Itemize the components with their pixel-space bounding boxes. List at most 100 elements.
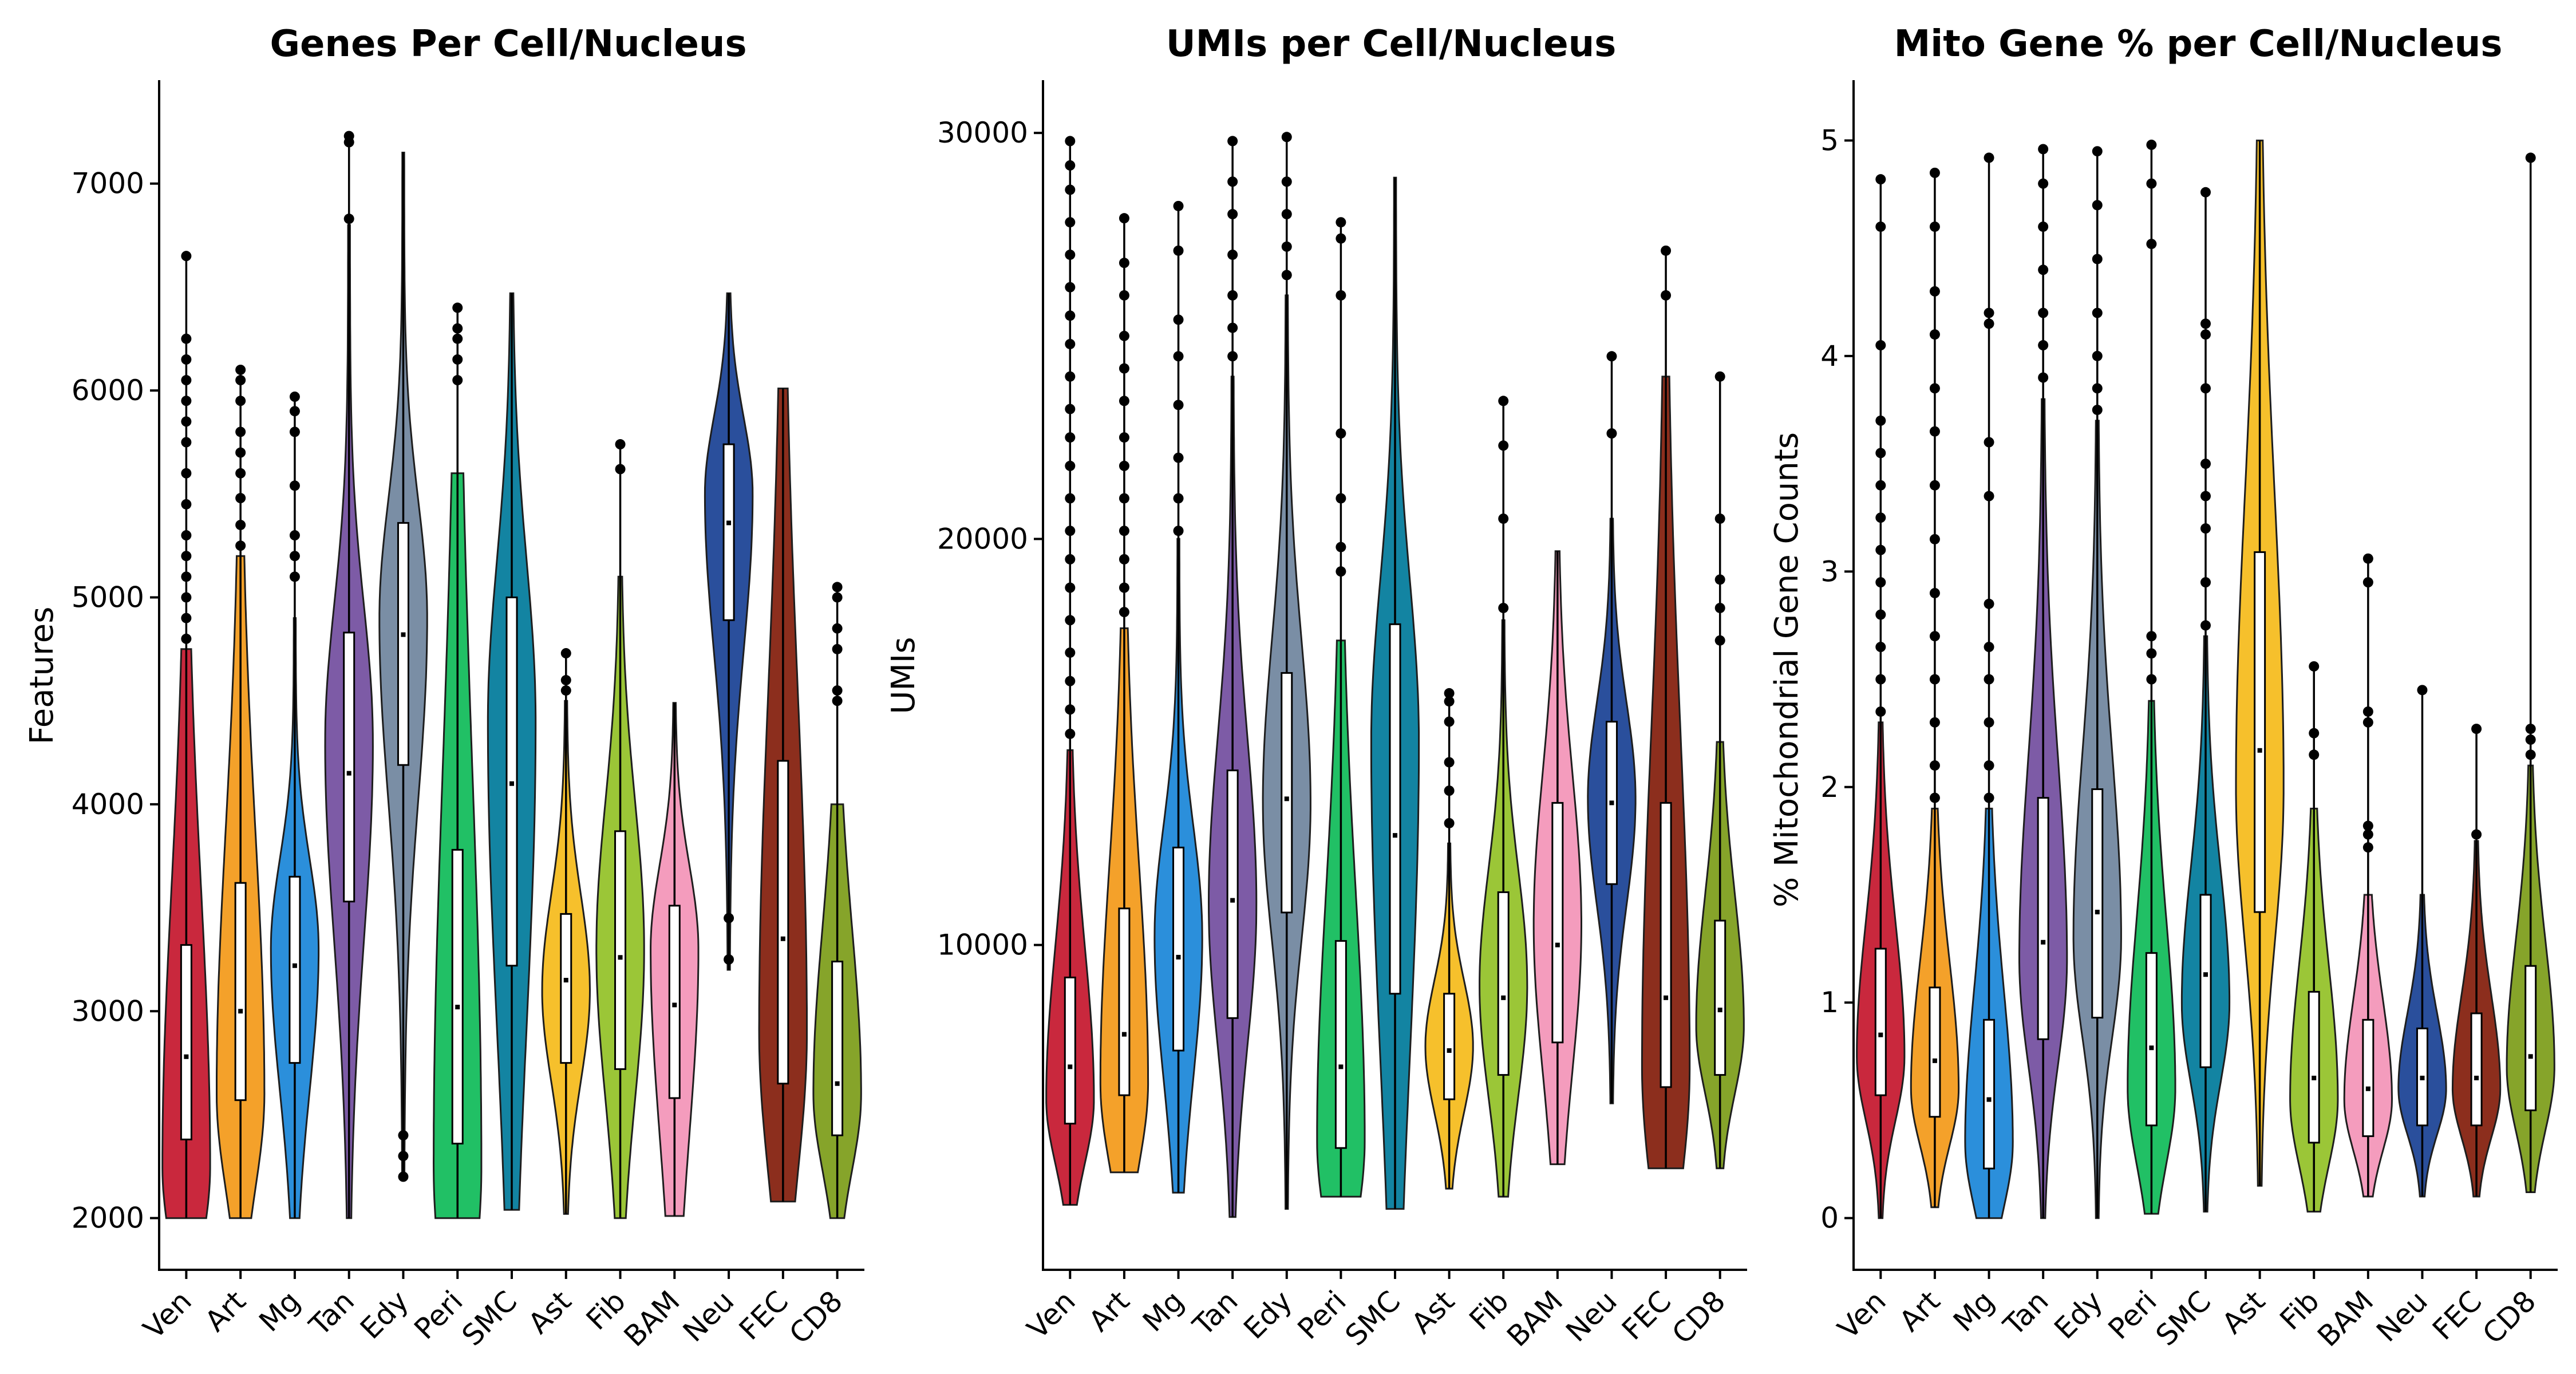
outlier-point-genes <box>181 375 192 386</box>
outlier-point-mito <box>2038 144 2049 155</box>
median-mark-mito <box>2095 910 2100 915</box>
y-tick-label-mito: 0 <box>1820 1202 1839 1235</box>
x-tick-label-genes: Peri <box>408 1284 469 1345</box>
outlier-point-genes <box>235 364 246 375</box>
outlier-point-mito <box>1929 631 1940 642</box>
outlier-point-genes <box>832 592 843 603</box>
x-tick-label-mito: Neu <box>2370 1284 2434 1348</box>
x-tick-label-umis: Edy <box>1238 1284 1299 1345</box>
median-mark-umis <box>1664 995 1669 1000</box>
outlier-point-genes <box>235 375 246 386</box>
median-mark-genes <box>184 1054 189 1059</box>
median-mark-genes <box>780 936 785 941</box>
outlier-point-mito <box>2092 307 2103 318</box>
outlier-point-mito <box>1929 717 1940 728</box>
outlier-point-umis <box>1173 200 1184 211</box>
outlier-point-mito <box>2146 648 2157 659</box>
outlier-point-genes <box>289 571 300 582</box>
median-mark-umis <box>1284 796 1289 802</box>
y-tick-label-umis: 30000 <box>937 116 1028 149</box>
outlier-point-umis <box>1173 351 1184 362</box>
x-tick-label-mito: Peri <box>2102 1284 2163 1345</box>
box-umis <box>1118 907 1131 1096</box>
outlier-point-mito <box>1984 674 1994 685</box>
outlier-point-genes <box>181 571 192 582</box>
outlier-point-mito <box>2525 724 2536 735</box>
x-tick-label-genes: Ast <box>522 1284 578 1340</box>
x-tick-label-umis: FEC <box>1615 1284 1677 1346</box>
y-axis-title-genes: Features <box>23 607 61 745</box>
outlier-point-genes <box>615 439 626 450</box>
outlier-point-genes <box>289 391 300 402</box>
outlier-point-genes <box>724 954 734 965</box>
outlier-point-mito <box>2092 350 2103 361</box>
outlier-point-mito <box>1875 544 1886 555</box>
box-genes <box>343 631 355 903</box>
panel-genes: Genes Per Cell/Nucleus Features 2000 3000… <box>23 23 864 1353</box>
outlier-point-umis <box>1119 396 1129 406</box>
outlier-point-mito <box>2525 152 2536 163</box>
box-umis <box>1714 919 1726 1076</box>
outlier-point-umis <box>1065 338 1076 349</box>
median-mark-umis <box>1068 1064 1073 1069</box>
outlier-point-umis <box>1281 176 1292 187</box>
box-mito <box>2037 797 2049 1040</box>
outlier-point-mito <box>1929 383 1940 394</box>
x-tick-label-genes: Ven <box>137 1284 198 1345</box>
median-mark-genes <box>401 632 406 637</box>
outlier-point-mito <box>1984 491 1994 502</box>
outlier-point-umis <box>1065 526 1076 536</box>
outlier-point-genes <box>398 1151 409 1162</box>
outlier-point-umis <box>1444 757 1455 768</box>
box-mito <box>2524 965 2537 1111</box>
outlier-point-mito <box>2200 491 2211 502</box>
outlier-point-mito <box>1984 717 1994 728</box>
x-tick-label-mito: SMC <box>2150 1284 2218 1352</box>
outlier-point-umis <box>1173 400 1184 410</box>
median-mark-genes <box>455 1005 460 1010</box>
outlier-point-mito <box>1875 642 1886 653</box>
median-mark-mito <box>2474 1075 2479 1080</box>
x-tick-label-mito: Art <box>1893 1284 1947 1338</box>
outlier-point-umis <box>1065 647 1076 658</box>
median-mark-genes <box>509 781 514 786</box>
outlier-point-genes <box>832 696 843 706</box>
box-genes <box>722 443 735 621</box>
outlier-point-umis <box>1661 245 1672 256</box>
x-tick-label-umis: Art <box>1082 1284 1136 1338</box>
outlier-point-mito <box>2200 318 2211 329</box>
box-umis <box>1334 940 1347 1149</box>
outlier-point-umis <box>1498 396 1509 406</box>
outlier-point-mito <box>1875 340 1886 351</box>
outlier-point-umis <box>1119 290 1129 301</box>
y-tick-label-mito: 5 <box>1820 124 1839 157</box>
y-tick-label-genes: 6000 <box>72 374 144 407</box>
median-mark-mito <box>2041 939 2046 945</box>
x-tick-label-umis: Ven <box>1021 1284 1082 1345</box>
y-tick-label-umis: 20000 <box>937 522 1028 555</box>
panel-title-genes: Genes Per Cell/Nucleus <box>270 23 746 65</box>
outlier-point-genes <box>289 406 300 417</box>
median-mark-mito <box>2528 1054 2533 1059</box>
outlier-point-genes <box>235 396 246 406</box>
outlier-point-genes <box>181 530 192 541</box>
outlier-point-genes <box>724 913 734 923</box>
median-mark-genes <box>726 520 732 526</box>
outlier-point-umis <box>1119 363 1129 374</box>
outlier-point-umis <box>1227 351 1238 362</box>
outlier-point-mito <box>1875 609 1886 620</box>
box-genes <box>831 961 844 1136</box>
outlier-point-mito <box>1875 577 1886 588</box>
outlier-point-umis <box>1227 322 1238 333</box>
x-tick-label-genes: Edy <box>354 1284 415 1345</box>
median-mark-umis <box>1555 942 1560 947</box>
outlier-point-umis <box>1065 432 1076 443</box>
outlier-point-genes <box>181 633 192 644</box>
outlier-point-umis <box>1336 542 1346 552</box>
outlier-point-mito <box>2092 254 2103 264</box>
median-mark-genes <box>563 978 568 983</box>
outlier-point-genes <box>398 1130 409 1141</box>
median-mark-genes <box>672 1002 677 1008</box>
outlier-point-genes <box>181 354 192 365</box>
box-mito <box>1929 986 1941 1118</box>
